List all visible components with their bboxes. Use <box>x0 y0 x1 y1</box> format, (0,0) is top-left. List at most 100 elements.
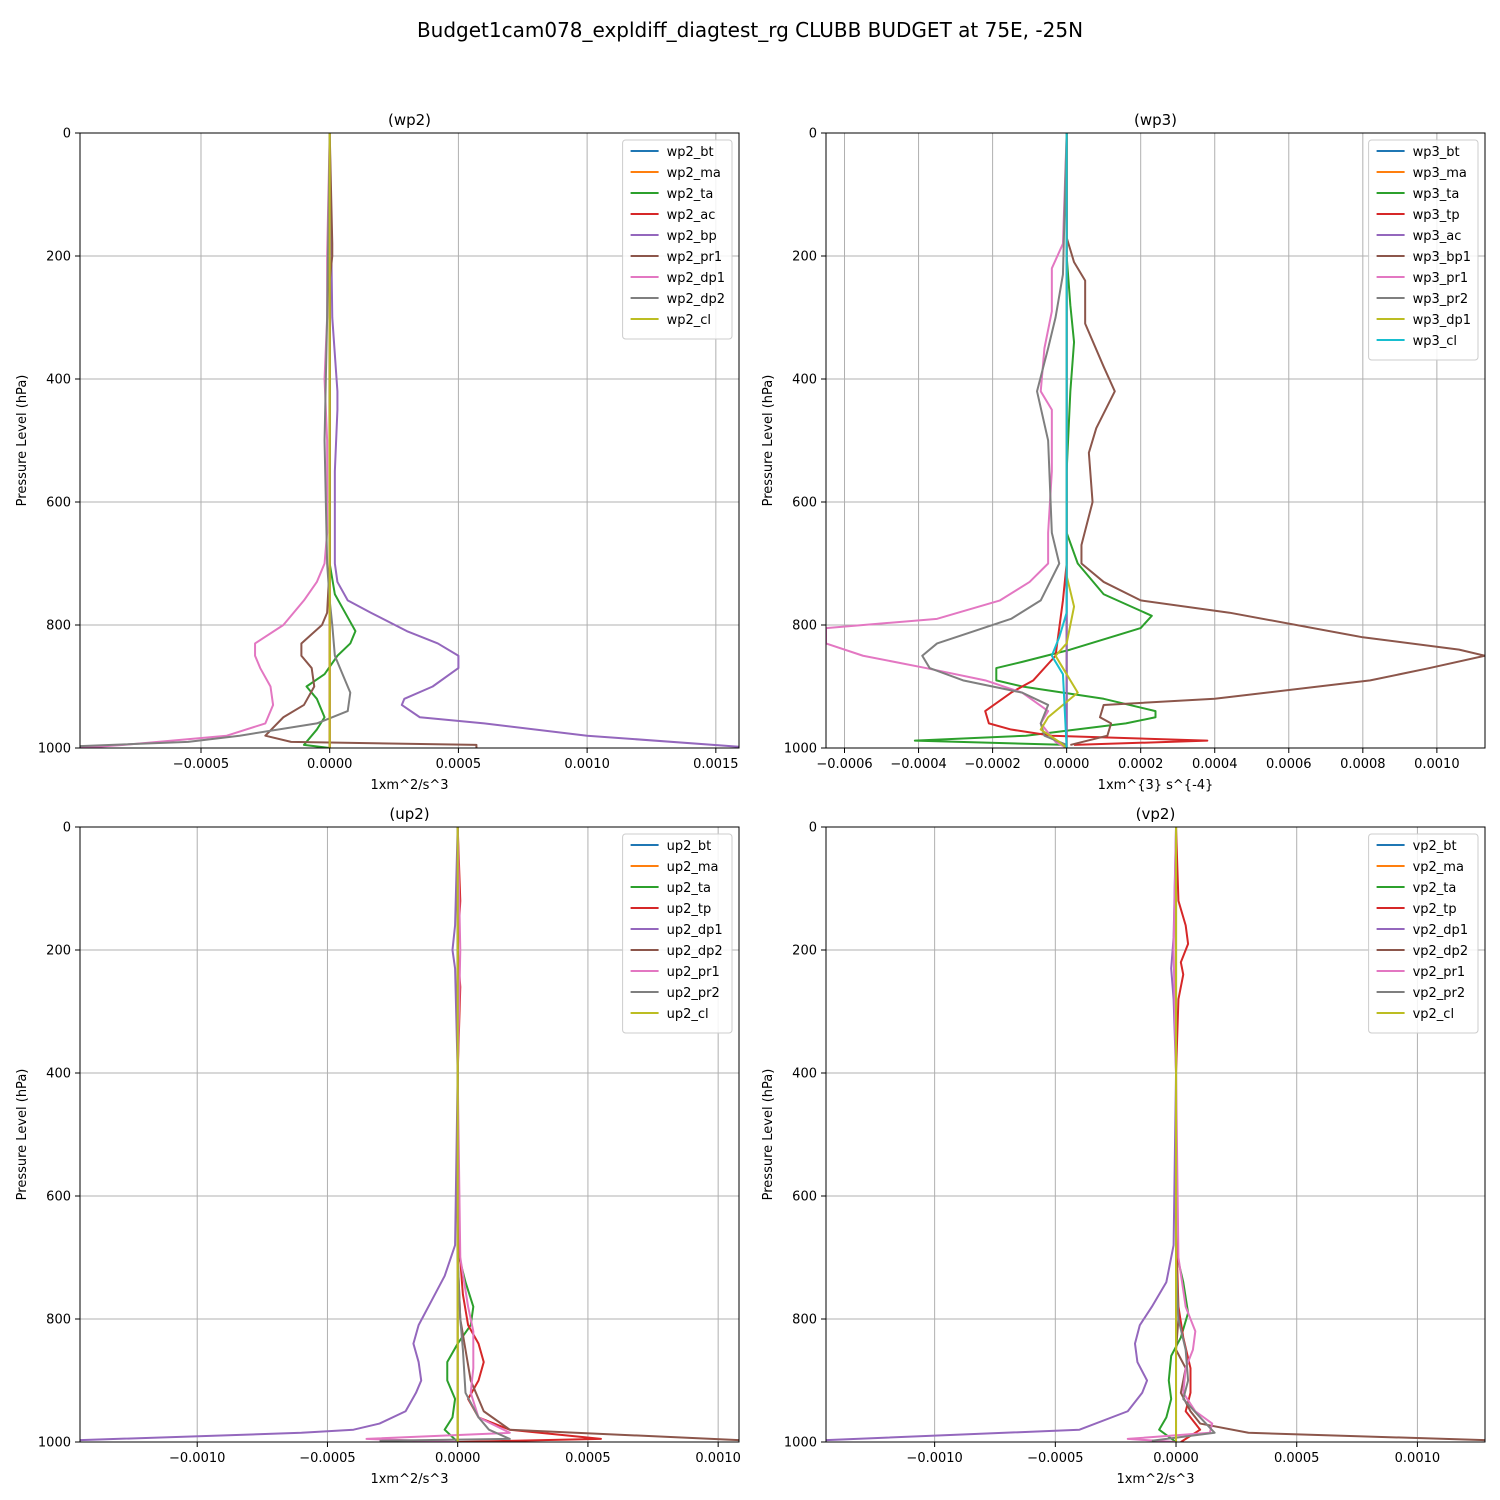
series-line-wp2_bp <box>328 133 739 748</box>
series-line-wp3_cl <box>1050 133 1068 748</box>
x-tick-label: −0.0002 <box>964 757 1020 772</box>
legend-label: up2_tp <box>667 902 712 917</box>
y-tick-label: 0 <box>809 821 817 836</box>
legend: up2_bt up2_ma up2_ta up2_tp up2_dp1 up2_dp2up… <box>622 833 733 1034</box>
y-tick-label: 200 <box>792 944 817 959</box>
y-tick-label: 200 <box>792 250 817 265</box>
series-line-wp3_ta <box>913 133 1157 746</box>
x-tick-label: 0.0000 <box>1153 1451 1199 1466</box>
legend-box <box>1368 833 1479 1034</box>
x-tick-label: 0.0008 <box>1340 757 1386 772</box>
x-tick-label: −0.0004 <box>890 757 946 772</box>
axes-frame <box>825 826 1486 1443</box>
y-tick-label: 800 <box>792 1313 817 1328</box>
series-line-wp2_dp1 <box>80 133 331 748</box>
y-tick-label: 600 <box>46 496 71 511</box>
legend-label: wp2_bp <box>667 229 717 244</box>
x-tick-label: 0.0010 <box>1395 1451 1441 1466</box>
y-tick-label: 600 <box>792 496 817 511</box>
figure-title: Budget1cam078_expldiff_diagtest_rg CLUBB… <box>417 18 1083 42</box>
legend-label: wp3_ac <box>1413 229 1462 244</box>
legend: vp2_bt vp2_ma vp2_ta vp2_tp vp2_dp1 vp2_dp2vp… <box>1368 833 1479 1034</box>
legend-box <box>1368 139 1479 361</box>
legend-label: up2_ta <box>667 881 711 896</box>
legend-label: vp2_dp1 <box>1413 923 1469 938</box>
legend-label: vp2_tp <box>1413 902 1457 917</box>
x-tick-label: 0.0010 <box>1414 757 1460 772</box>
y-tick-label: 1000 <box>38 742 71 757</box>
legend-label: wp2_dp2 <box>667 292 725 307</box>
x-tick-label: −0.0005 <box>173 757 229 772</box>
y-tick-label: 400 <box>46 373 71 388</box>
legend-label: up2_bt <box>667 839 712 854</box>
legend-label: wp3_ma <box>1413 166 1467 181</box>
series-group <box>80 133 739 748</box>
legend-label: wp3_pr1 <box>1413 271 1469 286</box>
legend-label: wp2_pr1 <box>667 250 723 265</box>
x-axis-label: 1xm^{3} s^{-4} <box>1098 778 1214 793</box>
series-group <box>826 133 1485 748</box>
x-tick-label: 0.0002 <box>1118 757 1164 772</box>
legend-label: up2_dp2 <box>667 944 723 959</box>
series-line-wp2_ta <box>302 133 357 748</box>
legend-label: vp2_ma <box>1413 860 1464 875</box>
legend-label: wp2_ac <box>667 208 716 223</box>
subplot-title: (vp2) <box>1136 805 1176 823</box>
legend-label: up2_ma <box>667 860 719 875</box>
x-axis-label: 1xm^2/s^3 <box>1116 1472 1194 1487</box>
axes-frame <box>825 132 1486 749</box>
y-tick-label: 400 <box>46 1067 71 1082</box>
series-line-wp2_dp2 <box>80 133 352 748</box>
series-line-up2_dp1 <box>80 827 459 1442</box>
y-tick-label: 800 <box>792 619 817 634</box>
x-tick-label: 0.0000 <box>307 757 353 772</box>
legend-label: up2_dp1 <box>667 923 723 938</box>
y-tick-label: 400 <box>792 373 817 388</box>
subplot-title: (wp3) <box>1134 111 1177 129</box>
legend: wp3_bt wp3_ma wp3_ta wp3_tp wp3_ac wp3_bp1 wp3… <box>1368 139 1479 361</box>
legend-label: vp2_bt <box>1413 839 1457 854</box>
legend-label: vp2_pr2 <box>1413 986 1466 1001</box>
y-tick-label: 0 <box>809 127 817 142</box>
axes-frame <box>79 132 740 749</box>
legend-box <box>622 139 733 340</box>
legend-label: wp2_ma <box>667 166 721 181</box>
x-tick-label: 0.0010 <box>695 1451 741 1466</box>
legend-label: wp3_bt <box>1413 145 1460 160</box>
legend-label: vp2_dp2 <box>1413 944 1469 959</box>
series-group <box>80 827 739 1442</box>
x-axis-label: 1xm^2/s^3 <box>370 1472 448 1487</box>
y-tick-label: 800 <box>46 1313 71 1328</box>
x-tick-label: −0.0006 <box>816 757 872 772</box>
y-tick-label: 200 <box>46 944 71 959</box>
series-line-wp3_tp <box>984 133 1209 746</box>
x-tick-label: 0.0005 <box>565 1451 611 1466</box>
subplot-title: (wp2) <box>388 111 431 129</box>
legend-label: wp3_cl <box>1413 334 1457 349</box>
legend-box <box>622 833 733 1034</box>
y-tick-label: 1000 <box>784 742 817 757</box>
y-axis-label: Pressure Level (hPa) <box>15 1069 30 1201</box>
x-tick-label: −0.0005 <box>299 1451 355 1466</box>
legend-label: vp2_ta <box>1413 881 1457 896</box>
series-line-vp2_dp1 <box>826 827 1178 1442</box>
series-line-wp3_pr2 <box>921 133 1068 746</box>
y-tick-label: 1000 <box>784 1436 817 1451</box>
legend-label: wp3_dp1 <box>1413 313 1471 328</box>
y-tick-label: 0 <box>63 821 71 836</box>
legend-label: up2_cl <box>667 1007 709 1022</box>
x-tick-label: 0.0000 <box>435 1451 481 1466</box>
y-tick-label: 200 <box>46 250 71 265</box>
y-tick-label: 1000 <box>38 1436 71 1451</box>
subplot-title: (up2) <box>389 805 429 823</box>
legend-label: wp2_dp1 <box>667 271 725 286</box>
y-axis-label: Pressure Level (hPa) <box>761 375 776 507</box>
legend-label: wp2_bt <box>667 145 714 160</box>
axes-frame <box>79 826 740 1443</box>
x-tick-label: −0.0005 <box>1027 1451 1083 1466</box>
x-tick-label: 0.0010 <box>564 757 610 772</box>
series-group <box>826 827 1485 1442</box>
legend-label: wp3_bp1 <box>1413 250 1471 265</box>
subplot-vp2: −0.0010 −0.0005 0.0000 0.0005 0.0010 0 200 400 6… <box>761 805 1486 1487</box>
